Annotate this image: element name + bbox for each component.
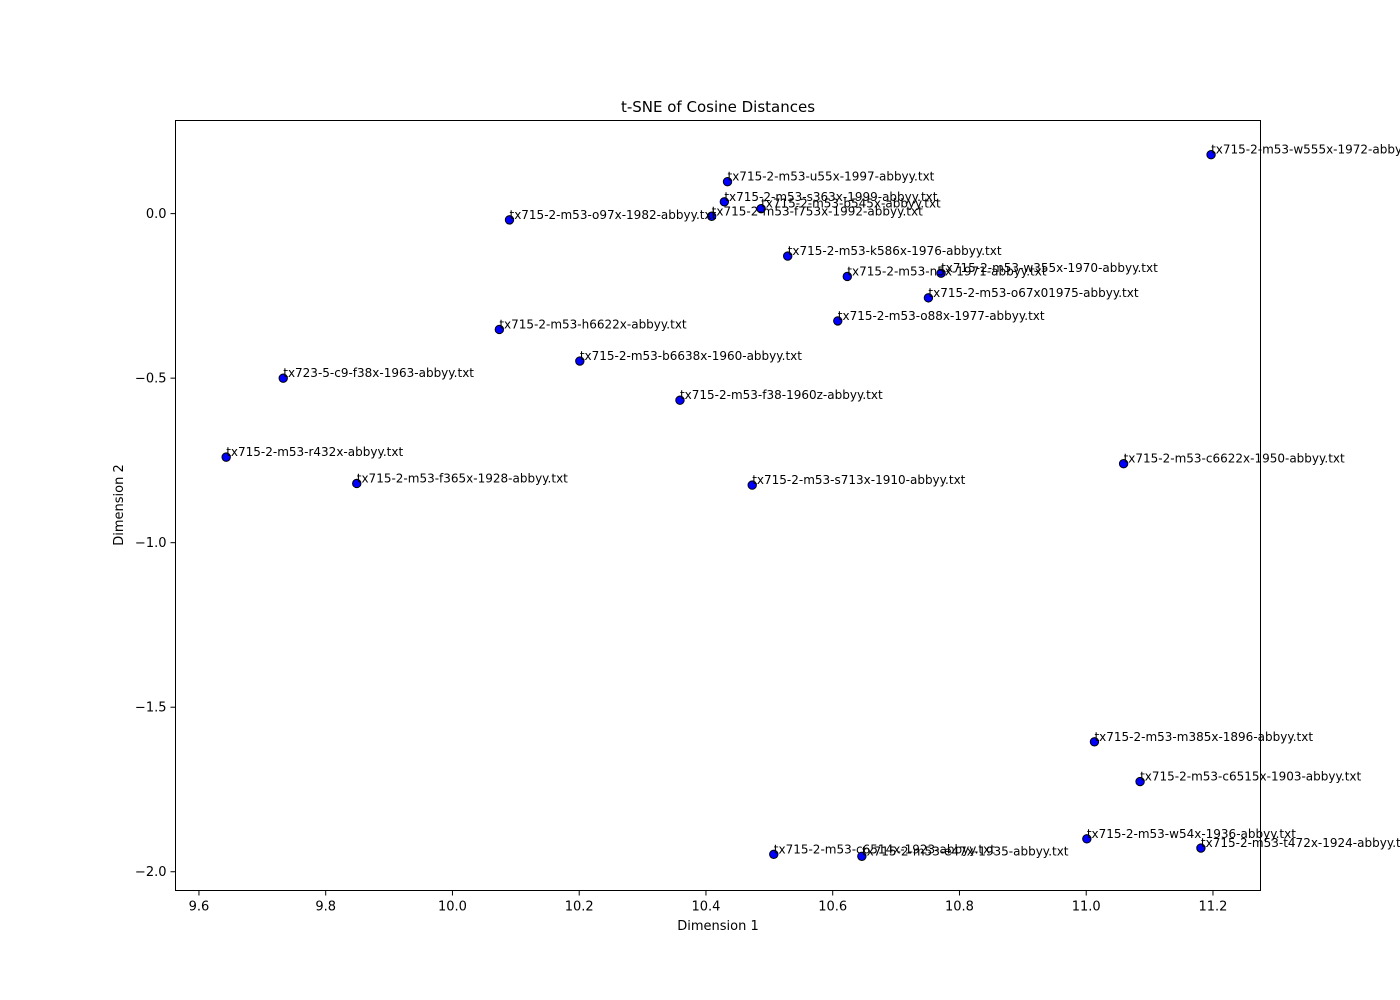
data-point <box>1135 776 1145 787</box>
data-point <box>1206 150 1216 160</box>
point-label: tx715-2-m53-o88x-1977-abbyy.txt <box>838 309 1045 323</box>
point-label: tx715-2-m53-k586x-1976-abbyy.txt <box>788 244 1002 258</box>
data-point <box>1089 737 1100 747</box>
data-point <box>1118 459 1129 469</box>
x-axis: 9.6 9.8 10.0 10.2 10.4 10.6 10.8 11.0 11.2 <box>189 890 1227 915</box>
plot-area: tx715-2-m53-w555x-1972-abbyy.txt tx715-2-… <box>221 143 1400 861</box>
y-tick-label: −0.5 <box>135 372 167 387</box>
data-point <box>494 324 505 335</box>
point-label: tx715-2-m53-f38-1960z-abbyy.txt <box>680 388 883 402</box>
point-label: tx715-2-m53-n5x-1971-abbyy.txt <box>847 264 1047 278</box>
y-axis: 0.0 −0.5 −1.0 −1.5 −2.0 <box>135 207 176 880</box>
x-tick-label: 10.4 <box>691 900 720 915</box>
x-tick-label: 10.6 <box>818 900 847 915</box>
point-label: tx715-2-m53-t472x-1924-abbyy.txt <box>1201 836 1400 850</box>
data-point <box>504 215 515 225</box>
point-label: tx715-2-m53-r432x-abbyy.txt <box>226 445 403 459</box>
x-tick-label: 9.8 <box>315 900 336 915</box>
y-tick-label: −2.0 <box>135 865 167 880</box>
point-label: tx715-2-m53-b545x-abbyy.txt <box>761 197 941 211</box>
x-tick-label: 9.6 <box>189 900 210 915</box>
point-label: tx715-2-m53-c6515x-1903-abbyy.txt <box>1140 770 1361 784</box>
x-tick-label: 10.0 <box>438 900 467 915</box>
data-point <box>352 478 362 489</box>
point-label: tx715-2-m53-s713x-1910-abbyy.txt <box>752 473 965 487</box>
data-point <box>719 197 730 207</box>
x-tick-label: 10.2 <box>565 900 594 915</box>
data-point <box>722 177 733 187</box>
data-point <box>842 271 852 282</box>
point-label: tx715-2-m53-f753x-1992-abbyy.txt <box>712 204 923 218</box>
point-label: tx715-2-m53-c6514x-1923-abbyy.txt <box>774 842 995 856</box>
y-tick-label: −1.5 <box>135 701 167 716</box>
data-point <box>221 452 231 462</box>
y-tick-label: −1.0 <box>135 536 167 551</box>
data-point <box>675 395 685 405</box>
point-label: tx715-2-m53-h6622x-abbyy.txt <box>499 317 687 331</box>
y-axis-label: Dimension 2 <box>112 464 127 546</box>
data-point <box>278 373 288 383</box>
data-point <box>857 851 867 861</box>
point-label: tx715-2-m53-w54x-1936-abbyy.txt <box>1087 827 1296 841</box>
point-label: tx715-2-m53-o67x01975-abbyy.txt <box>928 286 1138 300</box>
point-label: tx715-2-m53-u55x-1997-abbyy.txt <box>728 170 935 184</box>
x-tick-label: 11.2 <box>1198 900 1227 915</box>
point-label: tx715-2-m53-e47x-1935-abbyy.txt <box>862 844 1069 858</box>
data-point <box>756 203 766 214</box>
data-point <box>923 293 934 303</box>
data-point <box>706 211 717 221</box>
data-point <box>1082 834 1092 844</box>
point-label: tx715-2-m53-o97x-1982-abbyy.txt <box>509 208 716 222</box>
data-point <box>747 480 757 490</box>
point-label: tx715-2-m53-f365x-1928-abbyy.txt <box>357 471 568 485</box>
x-tick-label: 11.0 <box>1072 900 1101 915</box>
point-label: tx715-2-m53-b6638x-1960-abbyy.txt <box>580 349 802 363</box>
point-label: tx715-2-m53-w555x-1972-abbyy.txt <box>1211 143 1400 157</box>
data-point <box>936 268 946 278</box>
x-axis-label: Dimension 1 <box>677 919 759 934</box>
point-label: tx715-2-m53-m385x-1896-abbyy.txt <box>1094 730 1313 744</box>
data-point <box>833 316 843 326</box>
data-point <box>575 356 585 366</box>
data-point <box>783 251 793 261</box>
x-tick-label: 10.8 <box>945 900 974 915</box>
chart-title: t-SNE of Cosine Distances <box>621 98 815 116</box>
y-tick-label: 0.0 <box>146 207 167 222</box>
data-point <box>1196 843 1206 853</box>
point-label: tx715-2-m53-c6622x-1950-abbyy.txt <box>1124 452 1345 466</box>
data-point <box>769 849 779 860</box>
axes-frame <box>175 120 1261 891</box>
point-label: tx723-5-c9-f38x-1963-abbyy.txt <box>283 366 474 380</box>
point-label: tx715-2-m53-w355x-1970-abbyy.txt <box>941 261 1158 275</box>
point-label: tx715-2-m53-s363x-1999-abbyy.txt <box>724 190 937 204</box>
